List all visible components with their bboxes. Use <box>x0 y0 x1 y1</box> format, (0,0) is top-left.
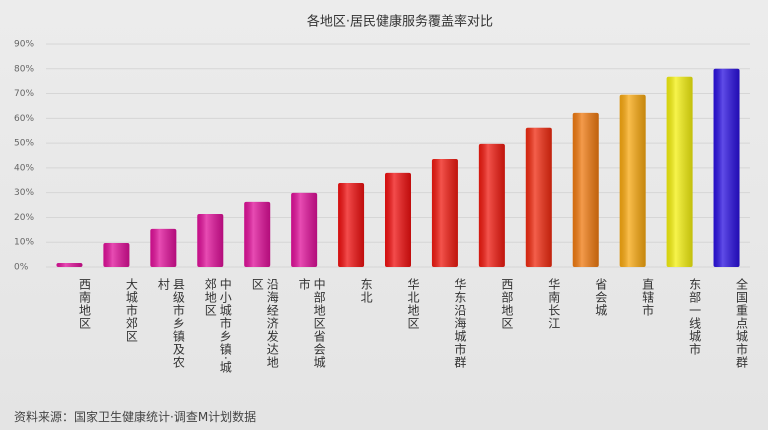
bar-shade <box>572 112 599 267</box>
bar-shade <box>103 242 130 267</box>
y-tick-label: 70% <box>14 89 34 99</box>
x-tick-label: 县级市乡镇及农村 <box>156 278 186 369</box>
x-tick-label: 西部地区 <box>499 278 514 330</box>
y-tick-label: 60% <box>14 114 34 124</box>
bar-shade <box>713 68 740 268</box>
bar-shade <box>56 263 83 267</box>
y-tick-label: 0% <box>14 263 29 273</box>
x-tick-label: 中小城市乡镇·城郊地区 <box>203 278 233 374</box>
x-tick-label: 西南地区 <box>77 278 92 330</box>
bar-shade <box>385 172 411 267</box>
bar-shade <box>666 76 693 267</box>
y-tick-label: 10% <box>14 238 34 248</box>
y-tick-label: 50% <box>14 139 34 149</box>
x-tick-label: 东北 <box>359 278 374 304</box>
x-tick-label: 中部地区省会城市 <box>297 278 327 369</box>
x-tick-label: 华北地区 <box>406 278 420 330</box>
bar-shade <box>525 127 552 267</box>
x-tick-label: 沿海经济发达地区 <box>250 278 280 369</box>
x-tick-label: 省会城 <box>593 278 608 317</box>
x-tick-label: 东部一线城市 <box>687 278 702 356</box>
y-tick-label: 90% <box>14 40 34 50</box>
chart: 各地区·居民健康服务覆盖率对比 0% 10% 20% 30% 40% 50% 60% 70% 8… <box>14 14 750 273</box>
chart-title: 各地区·居民健康服务覆盖率对比 <box>307 14 493 30</box>
bar-shade <box>197 213 224 267</box>
x-tick-label: 全国重点城市群 <box>734 278 749 369</box>
x-tick-label: 大城市郊区 <box>124 278 139 343</box>
bar-shade <box>150 228 177 267</box>
y-tick-label: 20% <box>14 213 34 223</box>
bar-shade <box>619 94 646 268</box>
bar-shade <box>431 158 458 267</box>
bar-shade <box>478 143 505 267</box>
y-tick-label: 30% <box>14 188 34 198</box>
y-tick-label: 80% <box>14 64 34 74</box>
x-tick-label: 直辖市 <box>640 278 655 317</box>
y-tick-label: 40% <box>14 163 34 173</box>
bar-shade <box>338 183 365 267</box>
x-tick-label: 华南长江 <box>546 278 561 330</box>
source-note: 资料来源：国家卫生健康统计·调查M计划数据 <box>14 410 257 424</box>
bar-shade <box>244 201 271 267</box>
bar-shade <box>291 192 318 267</box>
x-tick-label: 华东沿海城市群 <box>452 278 467 369</box>
